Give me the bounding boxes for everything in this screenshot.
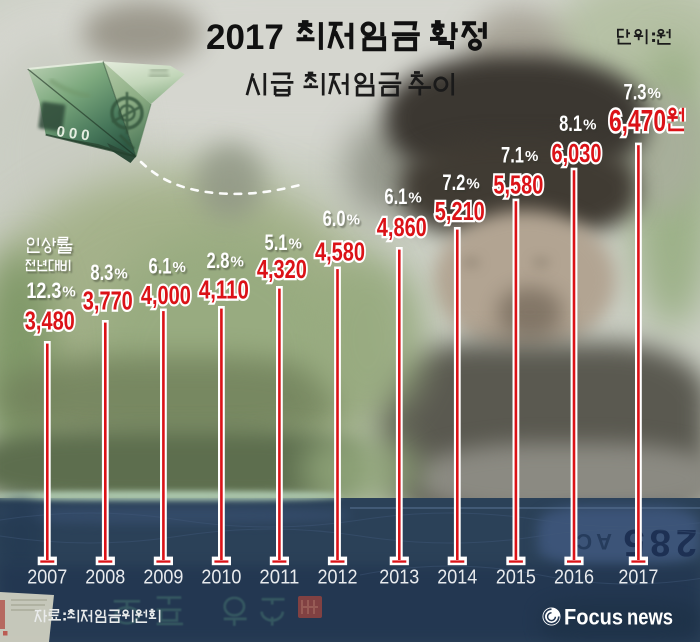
svg-text:2017: 2017 <box>206 18 284 57</box>
svg-text:%: % <box>410 191 423 208</box>
svg-text:2009: 2009 <box>143 566 183 589</box>
svg-text:7.2: 7.2 <box>444 172 467 197</box>
svg-text:2017: 2017 <box>618 566 658 589</box>
svg-text:%: % <box>173 259 186 276</box>
svg-text:3,480: 3,480 <box>25 306 75 336</box>
svg-text:8.1: 8.1 <box>561 113 584 138</box>
svg-text:2015: 2015 <box>496 566 536 589</box>
svg-text:2012: 2012 <box>318 566 358 589</box>
svg-text:%: % <box>525 148 538 165</box>
svg-text:7.2: 7.2 <box>442 170 465 195</box>
svg-text:%: % <box>649 87 662 104</box>
svg-text:5.1: 5.1 <box>265 230 288 255</box>
svg-text:8.3: 8.3 <box>90 260 113 285</box>
svg-text:2008: 2008 <box>85 566 125 589</box>
svg-text:6,030: 6,030 <box>552 138 602 168</box>
svg-text:6.1: 6.1 <box>384 184 407 209</box>
svg-text:7.1: 7.1 <box>503 145 526 170</box>
svg-text:%: % <box>62 283 75 300</box>
svg-text:%: % <box>583 116 596 133</box>
svg-text:%: % <box>466 175 479 192</box>
svg-text:%: % <box>114 265 127 282</box>
svg-text:7.1: 7.1 <box>501 143 524 168</box>
svg-text:AC: AC <box>572 529 612 554</box>
svg-text:6,470: 6,470 <box>609 103 666 138</box>
svg-text:%: % <box>232 255 245 272</box>
svg-text:2016: 2016 <box>554 566 594 589</box>
svg-text:%: % <box>347 212 360 229</box>
svg-text:%: % <box>527 150 540 167</box>
svg-text:%: % <box>408 189 421 206</box>
svg-text:%: % <box>585 118 598 135</box>
svg-text:6.1: 6.1 <box>150 255 173 280</box>
svg-text:4,860: 4,860 <box>377 212 427 242</box>
svg-text:news: news <box>627 605 673 630</box>
svg-text:%: % <box>648 85 661 102</box>
svg-text:8.3: 8.3 <box>92 262 115 287</box>
svg-text:6.0: 6.0 <box>324 208 347 233</box>
svg-text:2007: 2007 <box>27 566 67 589</box>
svg-text:%: % <box>231 253 244 270</box>
svg-text:Focus: Focus <box>564 605 623 630</box>
svg-text:12.3: 12.3 <box>26 278 61 303</box>
svg-text:7.3: 7.3 <box>625 81 648 106</box>
svg-text:5.1: 5.1 <box>266 232 289 257</box>
svg-text:%: % <box>116 267 129 284</box>
svg-text:8.1: 8.1 <box>559 111 582 136</box>
svg-text:5,210: 5,210 <box>435 196 485 226</box>
svg-text:12.3: 12.3 <box>28 280 63 305</box>
svg-text:4,580: 4,580 <box>315 237 365 267</box>
svg-text:2013: 2013 <box>379 566 419 589</box>
svg-text:2.8: 2.8 <box>207 248 230 273</box>
svg-text:%: % <box>289 235 302 252</box>
svg-text:3,770: 3,770 <box>83 286 133 316</box>
svg-text:7.3: 7.3 <box>624 79 647 104</box>
svg-text:%: % <box>348 214 361 231</box>
svg-text:%: % <box>174 261 187 278</box>
svg-text:6.0: 6.0 <box>323 206 346 231</box>
svg-text:%: % <box>64 285 77 302</box>
svg-text:2014: 2014 <box>437 566 477 589</box>
svg-text:2011: 2011 <box>259 566 299 589</box>
svg-text:5,580: 5,580 <box>493 170 543 200</box>
svg-text:2010: 2010 <box>201 566 241 589</box>
svg-text:285: 285 <box>619 521 697 563</box>
svg-text:2.8: 2.8 <box>208 250 231 275</box>
svg-text:4,320: 4,320 <box>257 254 307 284</box>
svg-text:4,110: 4,110 <box>199 275 249 305</box>
svg-text:%: % <box>468 177 481 194</box>
svg-text:%: % <box>290 237 303 254</box>
svg-text:6.1: 6.1 <box>386 186 409 211</box>
svg-text:4,000: 4,000 <box>141 280 191 310</box>
svg-text:6.1: 6.1 <box>149 253 172 278</box>
